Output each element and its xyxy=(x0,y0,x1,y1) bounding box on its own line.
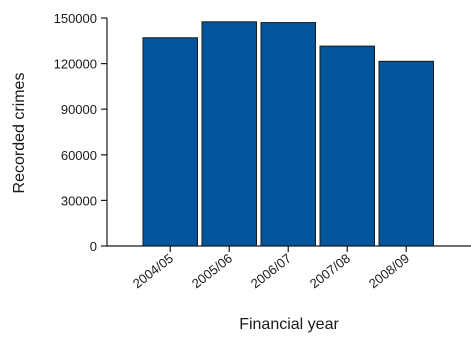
bar-2008-09 xyxy=(378,60,434,247)
x-tick-label: 2007/08 xyxy=(307,251,353,292)
x-tick-label: 2006/07 xyxy=(248,251,294,292)
y-tick-label: 150000 xyxy=(54,11,97,26)
x-tick-label: 2005/06 xyxy=(189,251,235,292)
y-tick-label: 0 xyxy=(90,239,97,254)
y-tick-label: 30000 xyxy=(61,193,97,208)
axes-layer xyxy=(106,18,471,247)
x-tick-label: 2004/05 xyxy=(130,251,176,292)
bars-layer xyxy=(142,21,434,247)
bar-2005-06 xyxy=(201,21,257,247)
y-tick-label: 90000 xyxy=(61,102,97,117)
x-axis-title: Financial year xyxy=(239,316,339,333)
y-axis-title: Recorded crimes xyxy=(11,73,28,194)
y-ticks-layer: 0 30000 60000 90000 120000 150000 xyxy=(54,11,107,254)
y-tick-label: 120000 xyxy=(54,57,97,72)
x-ticks-layer: 2004/05 2005/06 2006/07 2007/08 2008/09 xyxy=(130,246,412,291)
x-tick-label: 2008/09 xyxy=(366,251,412,292)
y-tick-label: 60000 xyxy=(61,148,97,163)
bar-2004-05 xyxy=(142,37,198,247)
bar-2006-07 xyxy=(260,22,316,247)
bar-2007-08 xyxy=(319,45,375,247)
